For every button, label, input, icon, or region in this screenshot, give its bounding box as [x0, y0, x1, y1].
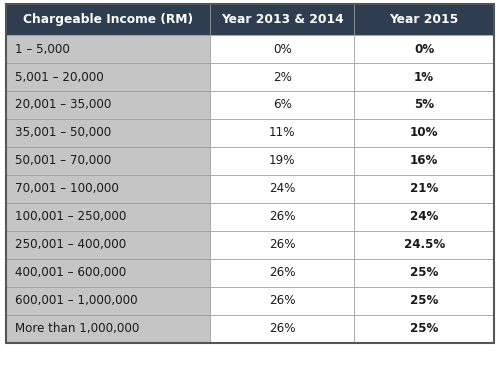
Text: 250,001 – 400,000: 250,001 – 400,000 — [15, 238, 126, 251]
Bar — [6, 119, 210, 147]
Bar — [354, 119, 494, 147]
Bar — [6, 287, 210, 315]
Text: 70,001 – 100,000: 70,001 – 100,000 — [15, 182, 119, 195]
Text: 24%: 24% — [410, 210, 438, 223]
Text: 5,001 – 20,000: 5,001 – 20,000 — [15, 70, 104, 84]
Text: Year 2013 & 2014: Year 2013 & 2014 — [221, 13, 344, 26]
Bar — [354, 63, 494, 91]
Bar — [6, 259, 210, 287]
Text: 400,001 – 600,000: 400,001 – 600,000 — [15, 266, 126, 279]
Bar — [6, 91, 210, 119]
Bar — [210, 203, 354, 231]
Bar — [354, 287, 494, 315]
Bar — [210, 35, 354, 63]
Bar — [210, 175, 354, 203]
Bar — [210, 91, 354, 119]
Bar — [6, 175, 210, 203]
Text: 1 – 5,000: 1 – 5,000 — [15, 43, 70, 56]
Bar — [6, 315, 210, 343]
Text: 26%: 26% — [269, 294, 295, 307]
Text: 26%: 26% — [269, 322, 295, 335]
Bar — [354, 147, 494, 175]
Bar — [354, 91, 494, 119]
Bar — [354, 259, 494, 287]
Text: 26%: 26% — [269, 266, 295, 279]
Bar — [210, 119, 354, 147]
Text: 24.5%: 24.5% — [404, 238, 445, 251]
Text: 35,001 – 50,000: 35,001 – 50,000 — [15, 126, 111, 140]
Text: 50,001 – 70,000: 50,001 – 70,000 — [15, 154, 111, 167]
Text: 10%: 10% — [410, 126, 438, 140]
Text: 25%: 25% — [410, 294, 438, 307]
Bar — [354, 315, 494, 343]
Bar — [210, 315, 354, 343]
Bar — [210, 4, 354, 35]
Bar — [210, 231, 354, 259]
Text: 11%: 11% — [269, 126, 295, 140]
Text: 21%: 21% — [410, 182, 438, 195]
Text: Chargeable Income (RM): Chargeable Income (RM) — [23, 13, 193, 26]
Bar — [354, 203, 494, 231]
Text: 1%: 1% — [414, 70, 434, 84]
Text: 6%: 6% — [273, 98, 291, 112]
Text: Year 2015: Year 2015 — [390, 13, 459, 26]
Bar — [6, 63, 210, 91]
Text: 24%: 24% — [269, 182, 295, 195]
Text: 0%: 0% — [273, 43, 291, 56]
Bar — [210, 63, 354, 91]
Text: 16%: 16% — [410, 154, 438, 167]
Bar — [354, 231, 494, 259]
Bar — [6, 147, 210, 175]
Text: 26%: 26% — [269, 238, 295, 251]
Bar — [354, 175, 494, 203]
Text: 0%: 0% — [414, 43, 434, 56]
Text: 26%: 26% — [269, 210, 295, 223]
Text: 25%: 25% — [410, 322, 438, 335]
Bar — [6, 35, 210, 63]
Text: More than 1,000,000: More than 1,000,000 — [15, 322, 140, 335]
Bar — [354, 35, 494, 63]
Text: 19%: 19% — [269, 154, 295, 167]
Bar — [6, 203, 210, 231]
Bar — [210, 287, 354, 315]
Text: 600,001 – 1,000,000: 600,001 – 1,000,000 — [15, 294, 138, 307]
Text: 100,001 – 250,000: 100,001 – 250,000 — [15, 210, 126, 223]
Text: 25%: 25% — [410, 266, 438, 279]
Bar — [210, 259, 354, 287]
Bar — [354, 4, 494, 35]
Text: 2%: 2% — [273, 70, 291, 84]
Bar — [6, 231, 210, 259]
Text: 5%: 5% — [414, 98, 434, 112]
Bar — [6, 4, 210, 35]
Text: 20,001 – 35,000: 20,001 – 35,000 — [15, 98, 112, 112]
Bar — [210, 147, 354, 175]
